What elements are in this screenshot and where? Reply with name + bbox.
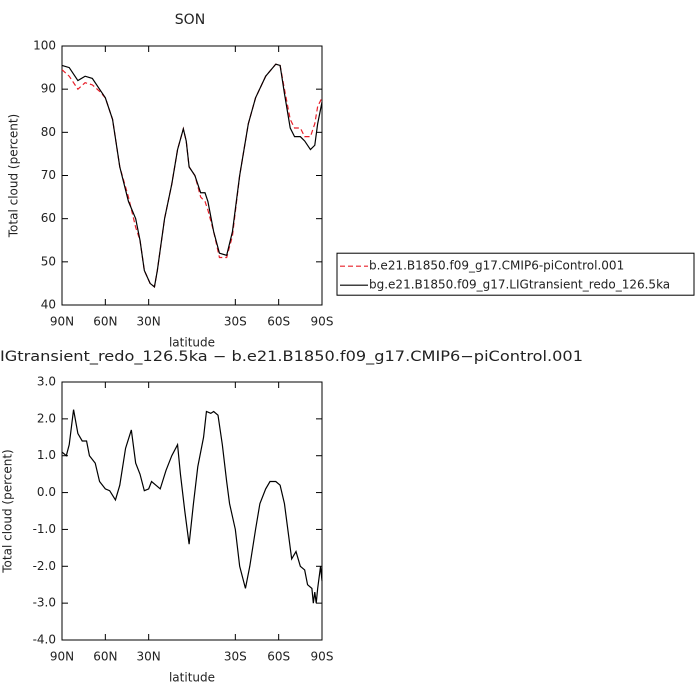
x-tick-label: 30S (224, 315, 247, 329)
plot-frame (61, 381, 323, 641)
data-line (61, 63, 323, 288)
y-tick-label: 100 (33, 39, 56, 53)
x-tick-label: 90N (50, 650, 74, 664)
y-axis-label: Total cloud (percent) (1, 449, 15, 573)
x-tick-label: 90N (50, 315, 74, 329)
y-tick-label: 1.0 (37, 448, 56, 462)
x-tick-label: 30N (137, 650, 161, 664)
y-tick-label: 40 (41, 298, 56, 312)
x-tick-label: 60N (93, 315, 117, 329)
chart-title: SON (175, 12, 205, 28)
x-tick-label: 90S (311, 650, 334, 664)
y-tick-label: -4.0 (33, 633, 56, 647)
plot-frame (61, 45, 323, 306)
x-axis-label: latitude (169, 336, 215, 350)
y-tick-label: 0.0 (37, 485, 56, 499)
y-tick-label: 90 (41, 82, 56, 96)
legend: b.e21.B1850.f09_g17.CMIP6-piControl.001b… (336, 252, 695, 296)
chart-title: IGtransient_redo_126.5ka − b.e21.B1850.f… (0, 349, 583, 365)
data-line (61, 63, 323, 288)
y-tick-label: 70 (41, 168, 56, 182)
x-axis-label: latitude (169, 671, 215, 685)
y-tick-label: 80 (41, 125, 56, 139)
y-tick-label: -3.0 (33, 596, 56, 610)
x-tick-label: 60S (267, 315, 290, 329)
y-tick-label: 3.0 (37, 375, 56, 389)
x-tick-label: 60S (267, 650, 290, 664)
x-tick-label: 30N (137, 315, 161, 329)
x-tick-label: 30S (224, 650, 247, 664)
y-axis-label: Total cloud (percent) (7, 114, 21, 238)
y-tick-label: 50 (41, 254, 56, 268)
y-tick-label: 2.0 (37, 411, 56, 425)
x-tick-label: 60N (93, 650, 117, 664)
x-tick-label: 90S (311, 315, 334, 329)
legend-label: b.e21.B1850.f09_g17.CMIP6-piControl.001 (369, 259, 624, 273)
plot: SON latitude Total cloud (percent) 40 50 60 70… (7, 12, 695, 350)
data-line (61, 409, 323, 604)
y-tick-label: -2.0 (33, 559, 56, 573)
plot: IGtransient_redo_126.5ka − b.e21.B1850.f… (0, 349, 583, 685)
y-tick-label: -1.0 (33, 522, 56, 536)
legend-box (336, 252, 695, 296)
y-tick-label: 60 (41, 211, 56, 225)
legend-label: bg.e21.B1850.f09_g17.LIGtransient_redo_1… (369, 278, 670, 292)
